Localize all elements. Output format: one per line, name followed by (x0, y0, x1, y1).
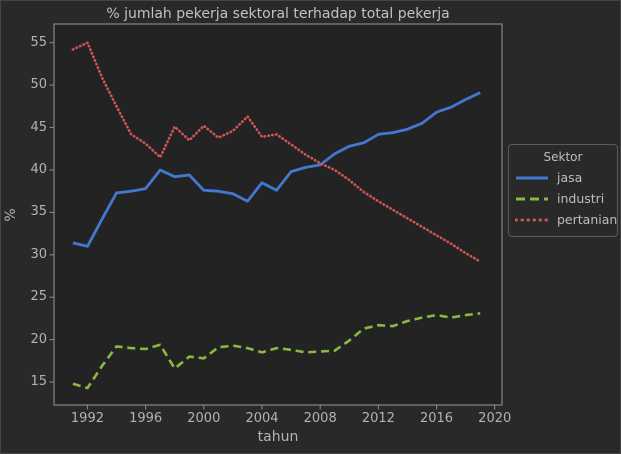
y-tick-label: 30 (30, 246, 47, 262)
legend-label-pertanian: pertanian (557, 212, 618, 227)
legend-line-sample-pertanian (515, 218, 549, 221)
legend-item-jasa: jasa (509, 167, 617, 188)
legend: Sektor jasa industri pertanian (508, 144, 618, 237)
legend-line-sample-jasa (516, 176, 548, 179)
x-tick-label: 2016 (419, 411, 454, 426)
x-tick-label: 2012 (361, 411, 395, 426)
x-tick-label: 1992 (70, 411, 104, 426)
legend-line-sample-industri (516, 197, 548, 200)
x-tick-label: 2020 (478, 411, 512, 426)
x-tick-label: 2000 (187, 411, 221, 426)
y-tick-label: 50 (30, 77, 47, 93)
legend-item-industri: industri (509, 188, 617, 209)
x-axis-label: tahun (257, 429, 299, 445)
legend-label-industri: industri (557, 191, 605, 206)
legend-title: Sektor (543, 150, 583, 164)
y-tick-label: 15 (30, 374, 47, 390)
legend-label-jasa: jasa (557, 170, 583, 185)
x-tick-label: 2008 (303, 411, 337, 426)
x-tick-label: 2004 (245, 411, 279, 426)
y-tick-label: 35 (30, 204, 47, 220)
x-tick-label: 1996 (129, 411, 163, 426)
y-tick-label: 20 (30, 331, 47, 347)
chart-title: % jumlah pekerja sektoral terhadap total… (106, 6, 450, 22)
y-tick-label: 45 (30, 119, 47, 135)
legend-item-pertanian: pertanian (509, 209, 617, 230)
y-tick-label: 40 (30, 161, 47, 177)
y-tick-label: 55 (30, 34, 47, 50)
y-tick-label: 25 (30, 289, 47, 305)
